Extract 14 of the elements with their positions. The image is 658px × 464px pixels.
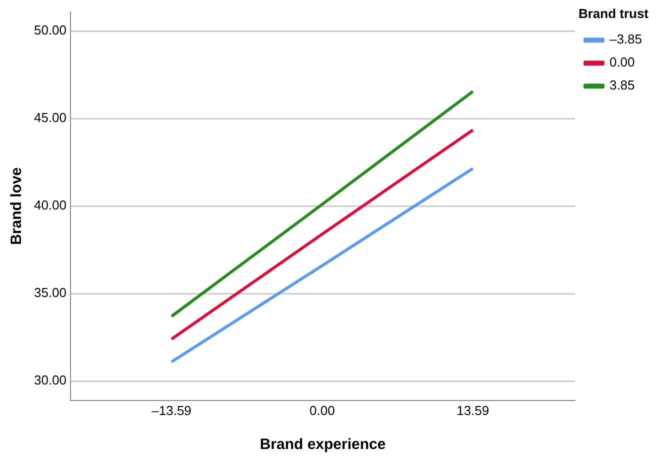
x-tick-label: 13.59 [456, 402, 490, 418]
x-axis-title: Brand experience [260, 436, 386, 454]
legend-label: 0.00 [609, 54, 635, 70]
y-axis-title: Brand love [8, 167, 26, 245]
legend-label: 3.85 [609, 78, 635, 93]
x-tick-label: 0.00 [310, 402, 335, 418]
y-tick-label: 35.00 [34, 285, 67, 300]
legend-label: –3.85 [609, 32, 642, 47]
legend-title: Brand trust [578, 6, 650, 22]
y-tick-label: 30.00 [34, 372, 67, 388]
y-tick-label: 40.00 [34, 198, 67, 213]
y-tick-label: 50.00 [34, 22, 67, 38]
y-tick-label: 45.00 [34, 110, 67, 126]
x-tick-label: –13.59 [152, 402, 192, 418]
